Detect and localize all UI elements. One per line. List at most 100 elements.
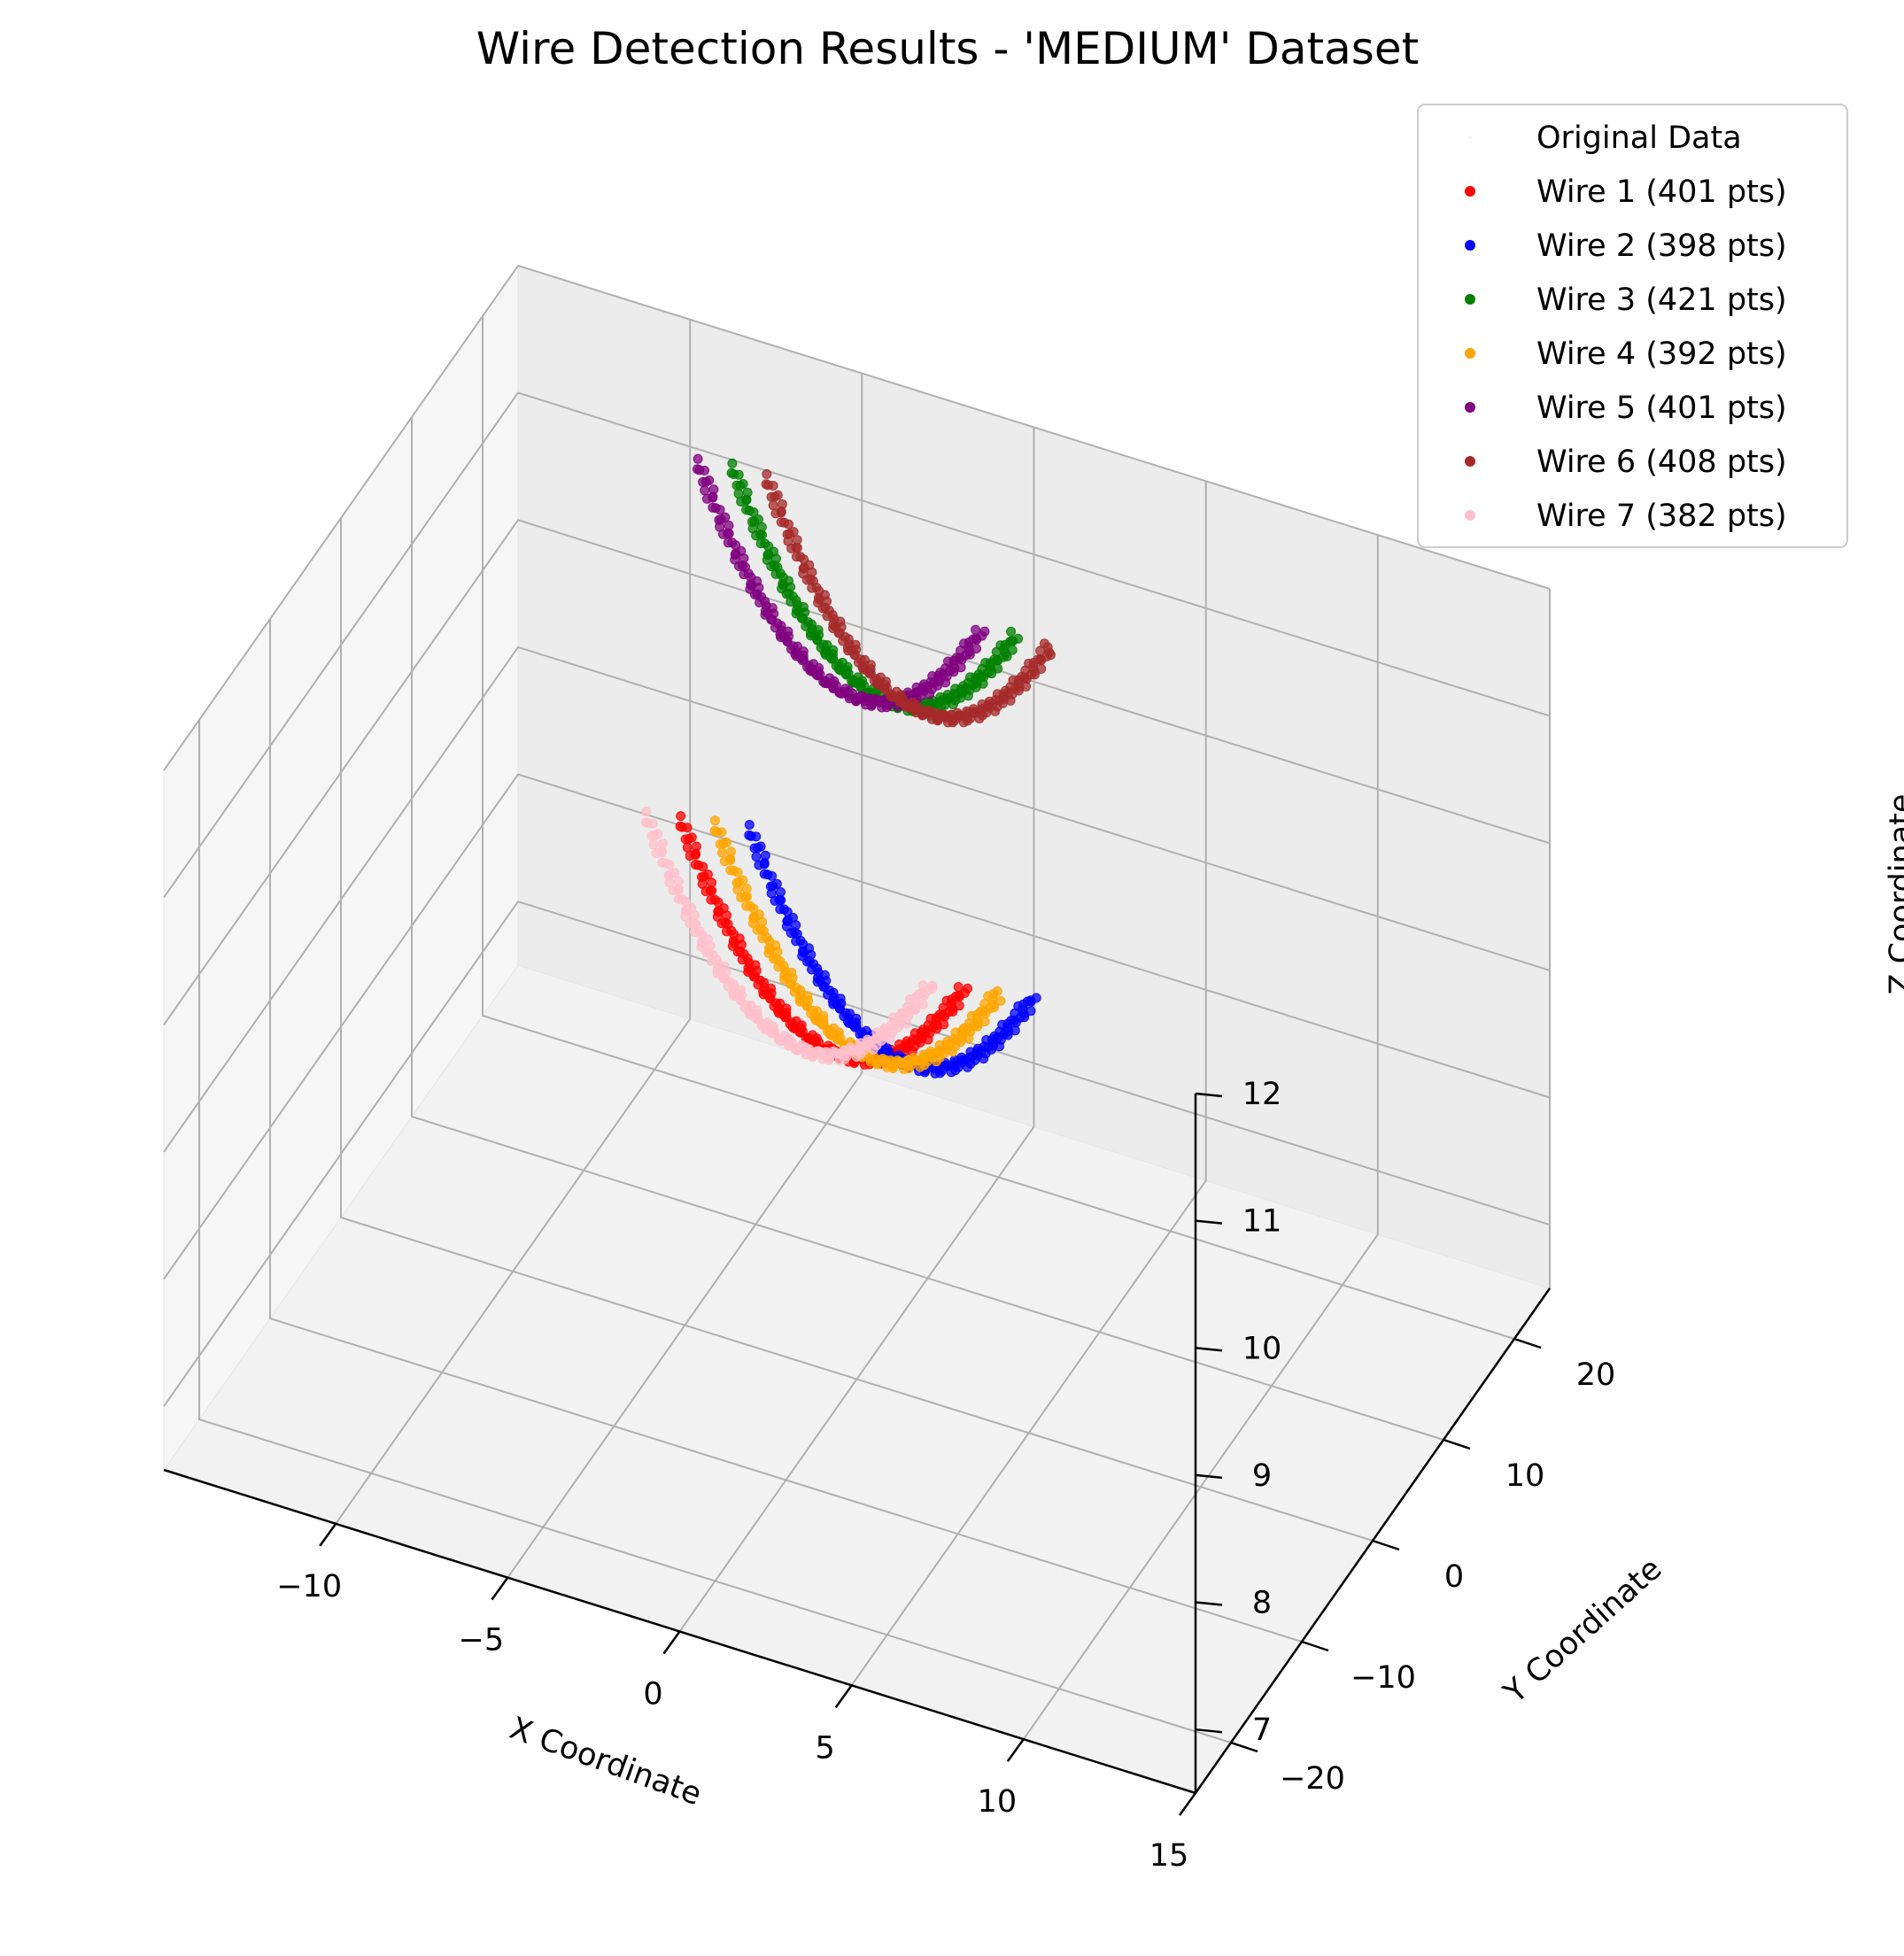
wire-point bbox=[752, 589, 762, 599]
y-tick-mark bbox=[1372, 1539, 1400, 1551]
z-tick-label: 7 bbox=[1252, 1712, 1272, 1748]
x-tick-mark bbox=[834, 1684, 853, 1709]
wire-point bbox=[838, 636, 848, 646]
z-grid-line bbox=[163, 264, 1551, 771]
wire-point bbox=[813, 670, 823, 681]
wire-point bbox=[706, 955, 716, 966]
z-grid-line bbox=[163, 773, 1551, 1280]
wire-point bbox=[894, 696, 905, 707]
z-tick-label: 9 bbox=[1252, 1458, 1272, 1494]
y-tick-mark bbox=[1301, 1640, 1329, 1652]
wire-point bbox=[767, 615, 778, 625]
wire-point bbox=[1036, 663, 1047, 674]
wire-point bbox=[700, 485, 710, 496]
wire-point bbox=[705, 885, 716, 895]
y-grid-line bbox=[482, 316, 1515, 1340]
wire-point bbox=[804, 956, 815, 966]
wire-point bbox=[823, 989, 833, 1000]
wire-point bbox=[690, 860, 700, 870]
wire-point bbox=[789, 927, 800, 938]
legend-marker bbox=[1468, 135, 1472, 139]
x-grid-line bbox=[335, 319, 692, 1525]
wire-point bbox=[722, 926, 731, 937]
wire-point bbox=[971, 624, 981, 635]
wire-point bbox=[726, 468, 737, 478]
wire-point bbox=[723, 537, 733, 548]
legend-marker bbox=[1465, 240, 1475, 251]
y-axis-label: Y Coordinate bbox=[1497, 1551, 1668, 1712]
wire-point bbox=[749, 843, 760, 854]
z-tick-mark bbox=[1195, 1347, 1223, 1352]
x-grid-line bbox=[850, 481, 1207, 1686]
wire-point bbox=[750, 971, 761, 982]
wire-point bbox=[672, 885, 683, 894]
wire-point bbox=[737, 561, 747, 570]
wire-point bbox=[822, 611, 832, 622]
wire-point bbox=[731, 480, 742, 491]
wire-point bbox=[963, 983, 972, 993]
y-grid-line bbox=[411, 417, 1444, 1441]
wire-point bbox=[710, 816, 720, 826]
wire-point bbox=[817, 1019, 828, 1030]
wire-point bbox=[766, 491, 777, 502]
chart-title: Wire Detection Results - 'MEDIUM' Datase… bbox=[476, 23, 1419, 74]
wire-point bbox=[953, 982, 964, 993]
wire-point bbox=[979, 1017, 990, 1027]
grid-lines bbox=[163, 264, 1551, 1794]
wire-series bbox=[761, 468, 1056, 728]
wire-point bbox=[753, 979, 763, 990]
wire-point bbox=[755, 924, 766, 934]
legend-marker bbox=[1465, 402, 1475, 413]
wire-series bbox=[641, 807, 938, 1065]
z-tick-mark bbox=[1195, 1092, 1223, 1098]
wire-point bbox=[641, 807, 652, 817]
wire-point bbox=[776, 507, 786, 518]
wire-point bbox=[773, 962, 784, 972]
wire-point bbox=[768, 1028, 778, 1039]
x-tick-mark bbox=[491, 1576, 509, 1601]
x-tick-mark bbox=[662, 1630, 681, 1655]
wire-point bbox=[741, 901, 752, 911]
legend-label: Original Data bbox=[1536, 120, 1742, 156]
wire-point bbox=[716, 847, 727, 858]
wire-point bbox=[780, 1012, 791, 1023]
wire-point bbox=[708, 492, 718, 503]
wire-point bbox=[673, 876, 684, 886]
wire-point bbox=[791, 542, 801, 553]
wire-point bbox=[755, 598, 765, 607]
wire-point bbox=[673, 894, 684, 904]
wire-point bbox=[715, 839, 725, 849]
legend-marker bbox=[1465, 510, 1475, 521]
legend-label: Wire 3 (421 pts) bbox=[1536, 282, 1787, 318]
wire-point bbox=[801, 621, 811, 631]
z-tick-label: 8 bbox=[1252, 1586, 1272, 1621]
wire-point bbox=[675, 821, 685, 831]
legend-marker bbox=[1465, 294, 1475, 305]
x-tick-label: −10 bbox=[276, 1569, 342, 1604]
wire-point bbox=[786, 597, 796, 607]
wire-point bbox=[761, 479, 771, 490]
wire-point bbox=[698, 476, 708, 487]
legend-label: Wire 5 (401 pts) bbox=[1536, 390, 1787, 426]
wire-point bbox=[850, 1022, 861, 1032]
wire-point bbox=[740, 891, 751, 901]
wire-point bbox=[680, 834, 691, 845]
x-tick-mark bbox=[1006, 1738, 1025, 1762]
y-tick-label: 20 bbox=[1576, 1357, 1616, 1393]
wire-point bbox=[1026, 995, 1036, 1006]
wire-point bbox=[720, 917, 731, 928]
wire-point bbox=[989, 1002, 999, 1013]
wire-point bbox=[971, 633, 981, 644]
wire-point bbox=[864, 669, 875, 679]
x-grid-line bbox=[507, 373, 863, 1579]
wire-point bbox=[708, 502, 718, 513]
legend-label: Wire 2 (398 pts) bbox=[1536, 228, 1787, 264]
wire-series bbox=[726, 458, 1024, 717]
wire-point bbox=[993, 663, 1003, 674]
wire-point bbox=[776, 517, 786, 528]
y-tick-mark bbox=[1230, 1741, 1258, 1753]
wire-point bbox=[1035, 653, 1046, 664]
z-grid-line bbox=[163, 391, 1551, 899]
wire-point bbox=[770, 953, 781, 963]
wire-point bbox=[954, 1001, 964, 1011]
